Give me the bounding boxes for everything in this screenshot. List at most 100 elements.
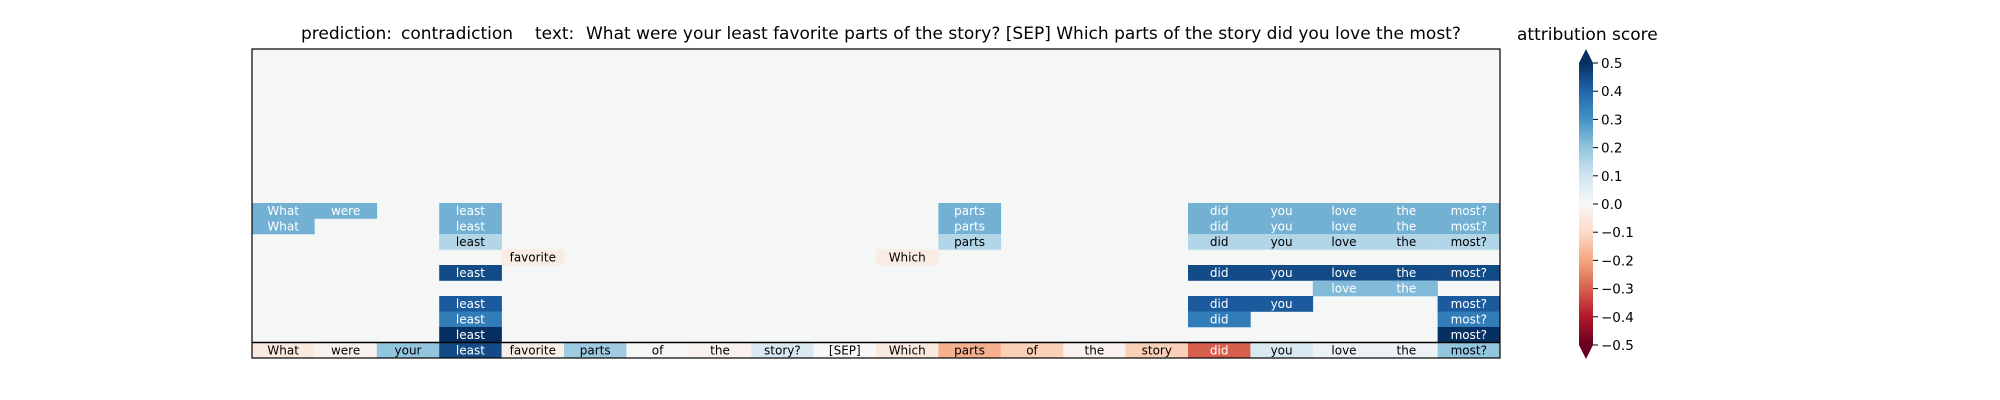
- input-token-label: parts: [954, 344, 985, 358]
- heatmap-cell-label: did: [1210, 312, 1229, 326]
- input-token-label: story: [1142, 344, 1172, 358]
- heatmap-cell: [439, 265, 502, 281]
- heatmap-cell: [1375, 203, 1438, 219]
- input-token-label: the: [1397, 344, 1417, 358]
- heatmap-cell: [1375, 265, 1438, 281]
- heatmap-cell: [439, 203, 502, 219]
- heatmap-cell: [1437, 327, 1501, 343]
- input-token-label: the: [710, 344, 730, 358]
- colorbar-gradient: [1579, 63, 1593, 345]
- input-token-cell: [1250, 343, 1314, 358]
- heatmap-cell-label: most?: [1451, 235, 1487, 249]
- heatmap-cell-label: parts: [954, 219, 985, 233]
- heatmap-cell: [439, 311, 502, 328]
- heatmap-cell: [1437, 234, 1501, 250]
- colorbar-tick-label: 0.4: [1601, 84, 1622, 100]
- plot-frame: [251, 48, 1501, 359]
- heatmap-cell: [1437, 203, 1501, 219]
- input-token-cell: [1312, 343, 1376, 358]
- input-token-cell: [938, 343, 1002, 358]
- heatmap-cell: [1188, 218, 1251, 235]
- heatmap-cell: [1437, 296, 1501, 312]
- heatmap-cell: [1437, 265, 1501, 281]
- heatmap-cell-label: the: [1397, 266, 1417, 280]
- heatmap-cell: [938, 203, 1002, 219]
- heatmap-cell-label: What: [267, 219, 299, 233]
- input-token-label: were: [331, 344, 360, 358]
- colorbar-tick-label: 0.2: [1601, 141, 1622, 157]
- heatmap-cell: [501, 249, 565, 266]
- heatmap-cell: [439, 296, 502, 312]
- heatmap-cell-label: did: [1210, 297, 1229, 311]
- input-token-label: love: [1331, 344, 1356, 358]
- heatmap-cell-label: least: [456, 204, 485, 218]
- input-token-cell: [564, 343, 627, 358]
- input-token-cell: [876, 343, 939, 358]
- input-token-cell: [688, 343, 752, 358]
- heatmap-cell-label: you: [1271, 266, 1293, 280]
- input-token-cell: [751, 343, 814, 358]
- heatmap-cell-label: the: [1397, 235, 1417, 249]
- heatmap-cell-label: love: [1331, 266, 1356, 280]
- heatmap-cell-label: did: [1210, 235, 1229, 249]
- input-token-row: What were your least favorite parts of the story…: [252, 343, 1501, 358]
- heatmap-cell-label: did: [1210, 204, 1229, 218]
- heatmap-cell-label: the: [1397, 219, 1417, 233]
- colorbar-tick-label: −0.3: [1601, 282, 1634, 298]
- heatmap-cell: [1312, 203, 1376, 219]
- heatmap-cell: [1250, 203, 1314, 219]
- heatmap-cell: [1250, 265, 1314, 281]
- heatmap-cell: [1188, 234, 1251, 250]
- heatmap-cell: [439, 218, 502, 235]
- text-value: What were your least favorite parts of t…: [586, 24, 1461, 44]
- prediction-value: contradiction: [401, 24, 513, 44]
- heatmap-cell-label: you: [1271, 297, 1293, 311]
- heatmap-cell-label: most?: [1451, 297, 1487, 311]
- colorbar-tick-label: −0.5: [1601, 338, 1634, 354]
- heatmap-cell: [1250, 234, 1314, 250]
- heatmap-cell-label: love: [1331, 204, 1356, 218]
- heatmap-cell-label: most?: [1451, 328, 1487, 342]
- heatmap-cell: [1250, 218, 1314, 235]
- heatmap-cell: [1312, 234, 1376, 250]
- colorbar-tick-label: 0.5: [1601, 56, 1622, 72]
- heatmap-cell: [1188, 265, 1251, 281]
- heatmap-cell: [1312, 265, 1376, 281]
- heatmap-cell-label: parts: [954, 204, 985, 218]
- chart-title: prediction: contradiction text: What wer…: [301, 24, 1461, 44]
- input-token-cell: [1000, 343, 1064, 358]
- heatmap-cell-label: least: [456, 312, 485, 326]
- colorbar-ticks: 0.5 0.4 0.3 0.2 0.1 0.0 −0.1 −0.2 −0.3 −0.4 −0.5: [1593, 56, 1634, 354]
- input-token-cell: [252, 343, 315, 358]
- input-token-cell: [314, 343, 378, 358]
- input-token-label: you: [1271, 344, 1293, 358]
- colorbar-tick-label: 0.0: [1601, 197, 1622, 213]
- heatmap-cell-label: least: [456, 328, 485, 342]
- heatmap-cell-label: favorite: [510, 250, 556, 264]
- heatmap-cell-label: did: [1210, 219, 1229, 233]
- input-token-label: of: [652, 344, 664, 358]
- heatmap-cell: [439, 234, 502, 250]
- heatmap-cell: [252, 218, 315, 235]
- heatmap-cell-label: most?: [1451, 312, 1487, 326]
- colorbar-tick-label: 0.1: [1601, 169, 1622, 185]
- input-token-label: the: [1085, 344, 1105, 358]
- colorbar-extend-bottom: [1579, 345, 1593, 359]
- input-token-cell: [813, 343, 877, 358]
- heatmap-cell: [876, 249, 939, 266]
- input-token-cell: [1375, 343, 1438, 358]
- heatmap-cell-label: least: [456, 297, 485, 311]
- heatmap-cell-label: least: [456, 219, 485, 233]
- heatmap-cell: [938, 234, 1002, 250]
- colorbar-extend-top: [1579, 49, 1593, 63]
- heatmap-cell-label: love: [1331, 219, 1356, 233]
- colorbar-tick-label: −0.1: [1601, 225, 1634, 241]
- colorbar-tick-label: −0.4: [1601, 310, 1634, 326]
- heatmap-cell-label: love: [1331, 281, 1356, 295]
- heatmap-cell-label: were: [331, 204, 360, 218]
- heatmap-cell-label: parts: [954, 235, 985, 249]
- heatmap-cell-label: you: [1271, 235, 1293, 249]
- heatmap-cell: [1375, 218, 1438, 235]
- heatmap-cell: [439, 327, 502, 343]
